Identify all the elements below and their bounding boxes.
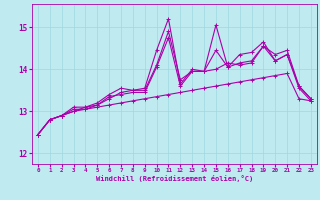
- X-axis label: Windchill (Refroidissement éolien,°C): Windchill (Refroidissement éolien,°C): [96, 175, 253, 182]
